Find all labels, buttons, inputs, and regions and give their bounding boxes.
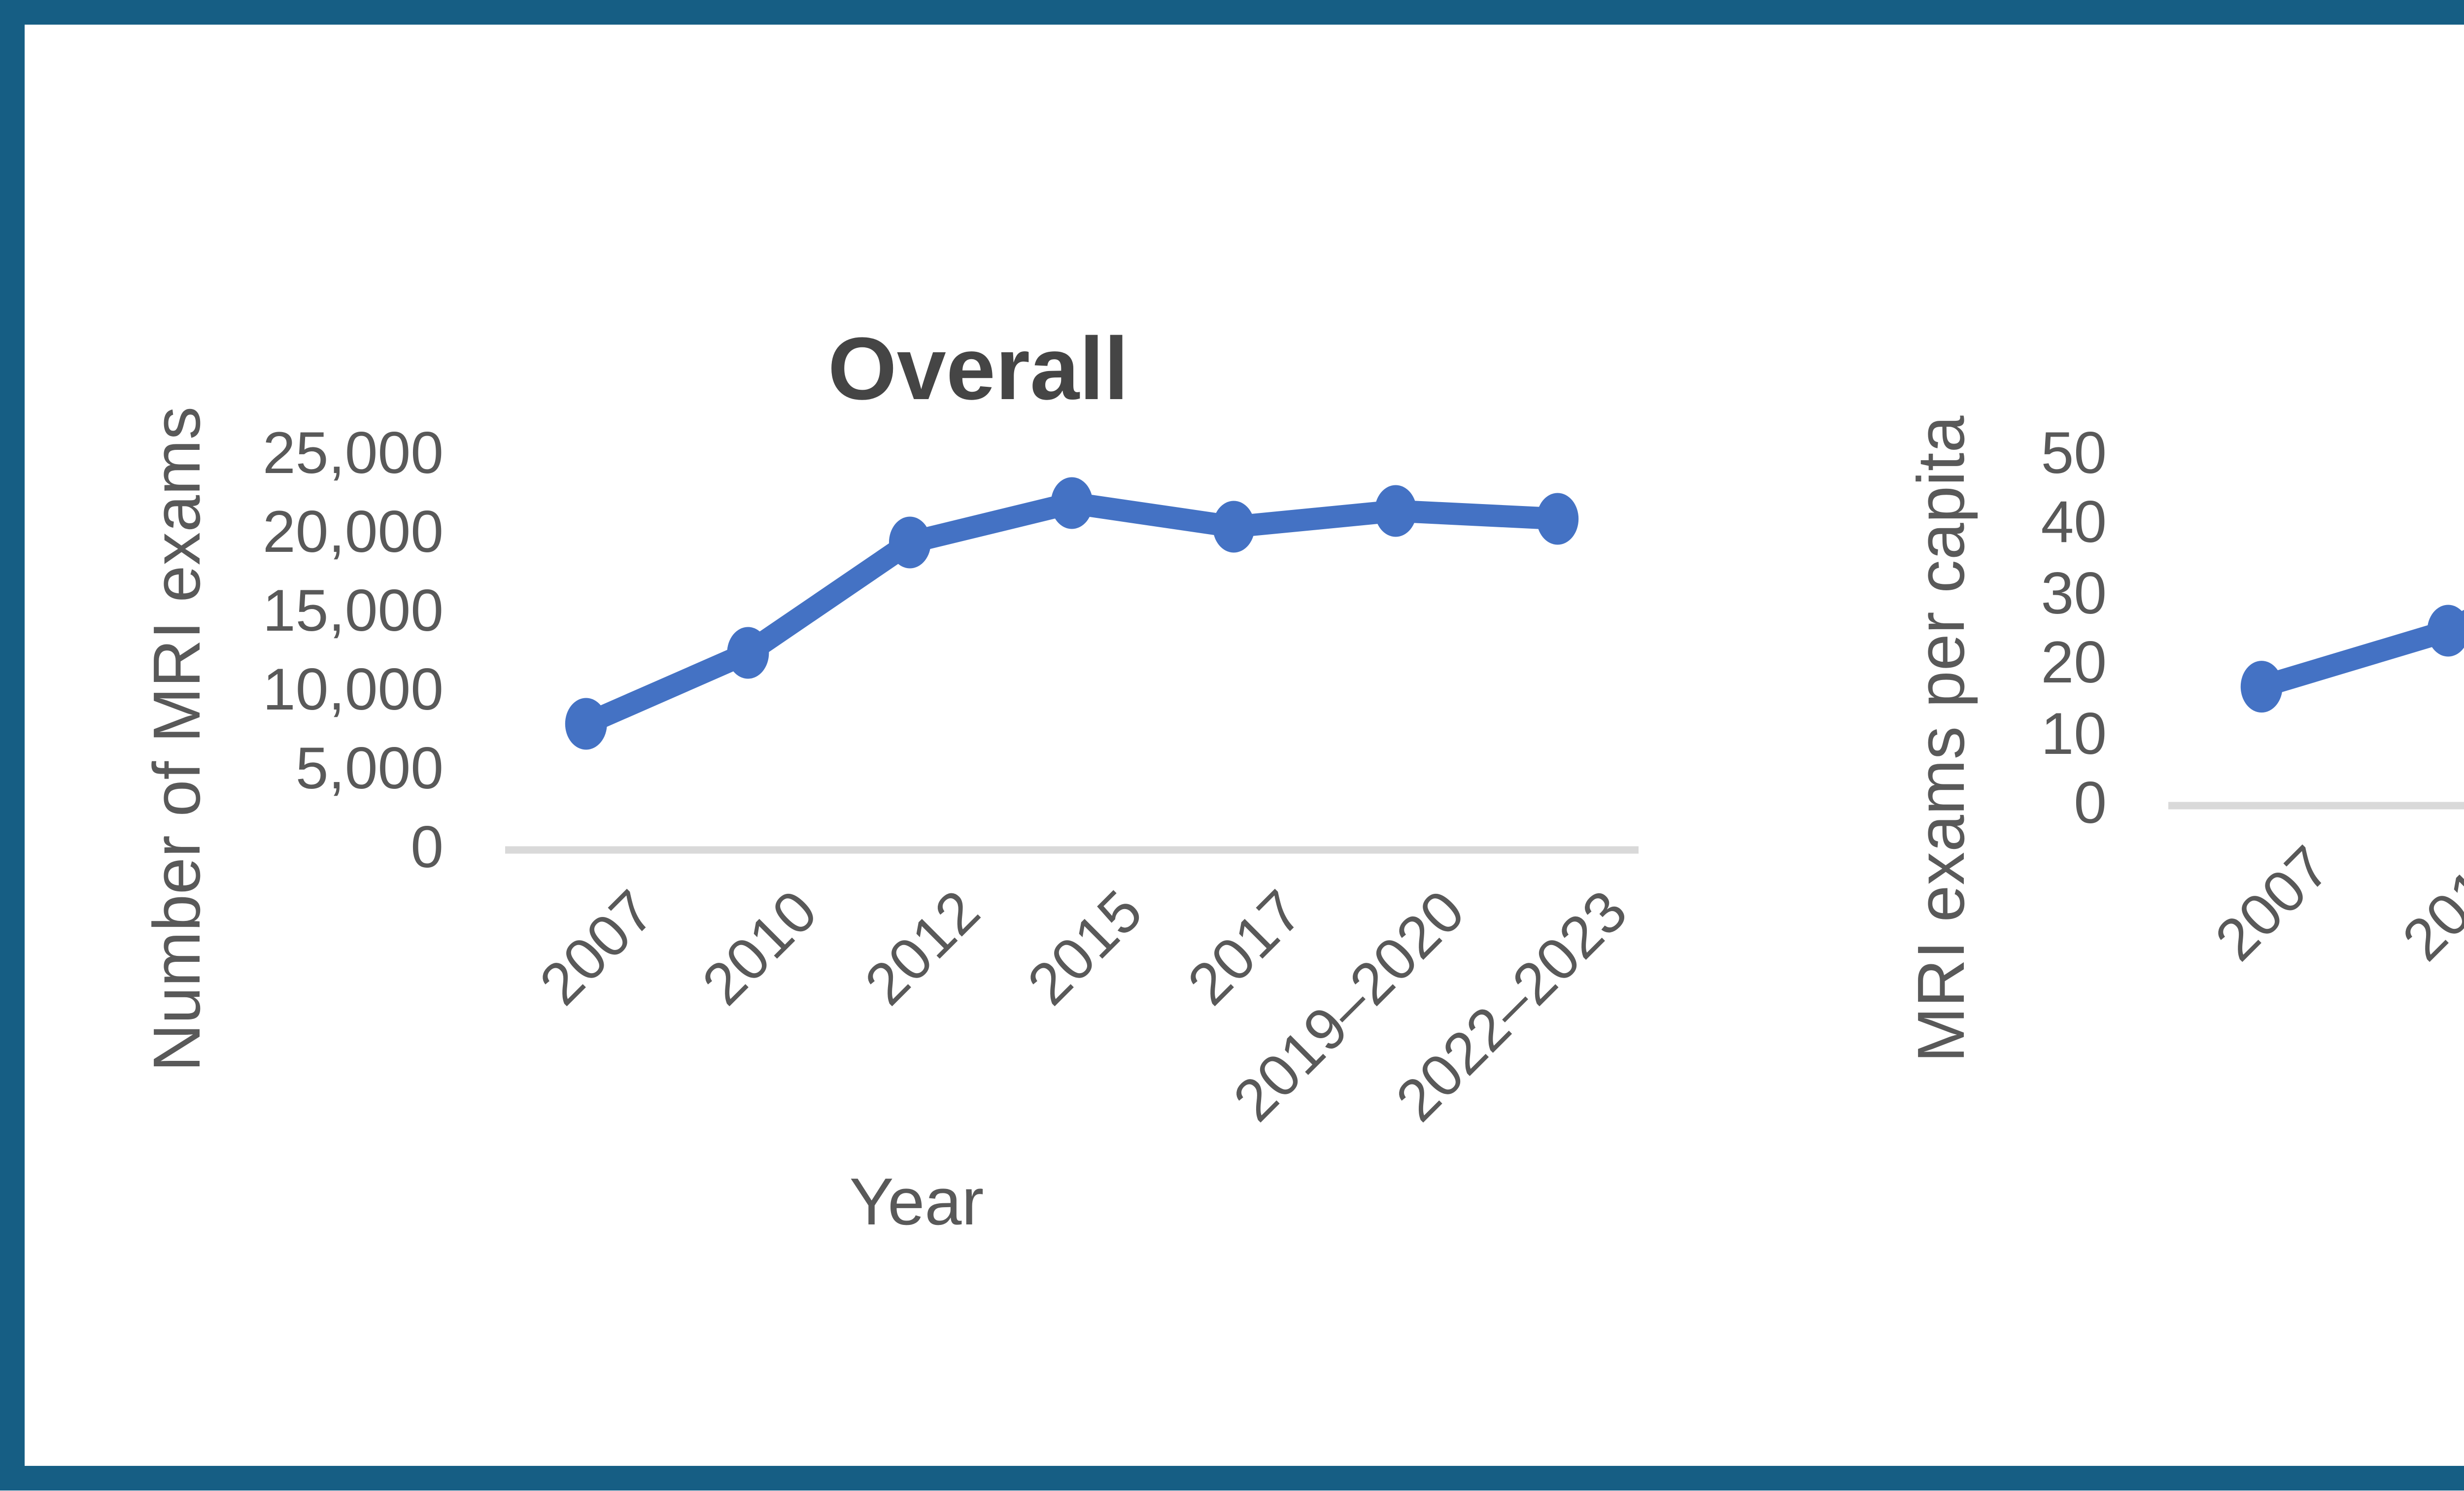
- chart-svg: [505, 477, 1639, 854]
- x-axis-title-per-capita: Year: [2237, 1158, 2464, 1247]
- data-point-marker: [565, 698, 607, 750]
- chart-per-capita: Per capita MRI exams per capita 01020304…: [25, 25, 2464, 1466]
- y-tick-label: 10: [2041, 701, 2107, 768]
- plot-area-overall: 0 5,000 10,000 15,000 20,000 25,000 2007 2010 20…: [263, 394, 1641, 1135]
- chart-overall: Overall Number of MRI exams 0 5,000 10,000…: [25, 25, 2464, 1466]
- y-tick-label: 5,000: [295, 737, 444, 803]
- plot-area-per-capita: 01020304050200720102012201520172019–2020…: [2041, 394, 2464, 975]
- data-point-marker: [2427, 605, 2464, 657]
- data-point-marker: [727, 627, 769, 679]
- data-point-marker: [889, 516, 931, 569]
- y-tick-label: 0: [411, 815, 444, 882]
- y-tick-label: 40: [2041, 491, 2107, 558]
- data-point-marker: [1374, 485, 1417, 537]
- chart-svg: [2168, 605, 2464, 810]
- x-axis-title-overall: Year: [849, 1165, 984, 1239]
- y-tick-label: 0: [2074, 771, 2107, 838]
- y-tick-label: 25,000: [262, 421, 444, 488]
- y-tick-label: 50: [2041, 421, 2107, 488]
- y-tick-label: 20: [2041, 631, 2107, 698]
- data-point-marker: [2240, 661, 2283, 713]
- data-point-marker: [1537, 493, 1579, 545]
- y-tick-label: 20,000: [262, 500, 444, 567]
- y-tick-label: 10,000: [262, 658, 444, 724]
- chart-title-overall: Overall: [827, 317, 1129, 419]
- y-tick-label: 15,000: [262, 579, 444, 645]
- data-series-line: [2250, 610, 2464, 698]
- y-tick-label: 30: [2041, 561, 2107, 628]
- data-point-marker: [1051, 477, 1093, 529]
- data-point-marker: [1213, 501, 1255, 553]
